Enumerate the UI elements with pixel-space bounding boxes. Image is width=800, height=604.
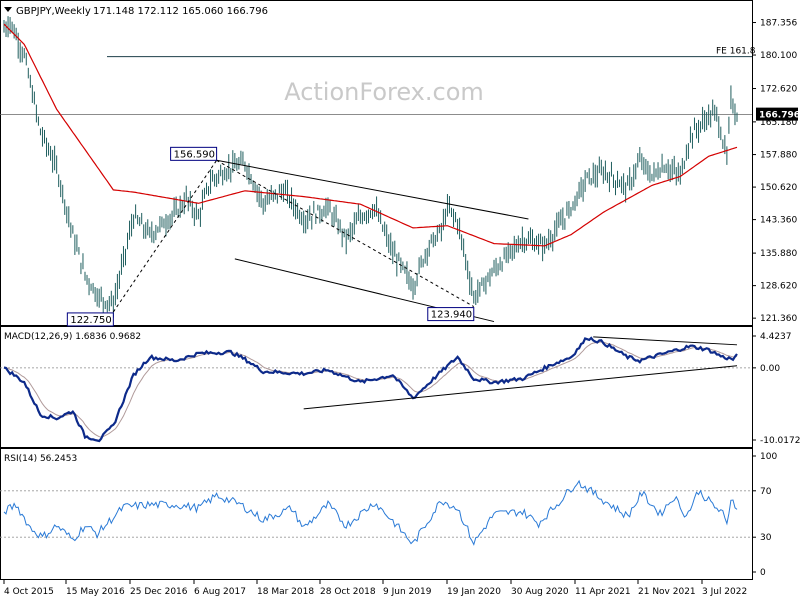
time-tick-label: 28 Oct 2018	[320, 587, 376, 597]
moving-average-line	[3, 23, 738, 247]
rsi-tick-label: 0	[760, 568, 766, 578]
watermark: ActionForex.com	[284, 78, 484, 106]
macd-tick-label: 0.00	[760, 364, 780, 374]
low-label-2016-box	[66, 312, 114, 327]
time-tick-label: 19 Jan 2020	[447, 587, 501, 597]
price-tick-label: 180.100	[760, 51, 797, 61]
rsi-title: RSI(14) 56.2453	[4, 454, 77, 464]
macd-tick-label: -10.0172	[760, 436, 800, 446]
time-axis: 4 Oct 2015 15 May 2016 25 Dec 2016 6 Aug 20…	[3, 580, 747, 597]
dropdown-icon[interactable]	[4, 7, 12, 12]
price-panel-frame	[0, 0, 753, 326]
high-label-box	[170, 146, 218, 161]
macd-lines	[3, 336, 738, 443]
time-tick-label: 9 Jun 2019	[383, 587, 432, 597]
rsi-axis: 100 70 30 0	[0, 452, 777, 578]
low-label-2020-box	[427, 307, 475, 322]
price-tick-label: 157.880	[760, 151, 797, 161]
low-label-2016: 122.750	[70, 315, 111, 326]
trendline	[216, 159, 529, 220]
price-annotations: 156.590 122.750 123.940	[66, 146, 475, 327]
price-tick-label: 135.880	[760, 249, 797, 259]
time-tick-label: 4 Oct 2015	[4, 587, 54, 597]
price-axis: 187.356 180.100 172.620 165.180 157.880 150.6…	[752, 19, 797, 324]
macd-panel: MACD(12,26,9) 1.6836 0.9682 4.4237 0.00 -1…	[0, 332, 800, 446]
rsi-line	[3, 479, 738, 546]
time-tick-label: 30 Aug 2020	[511, 587, 569, 597]
macd-title: MACD(12,26,9) 1.6836 0.9682	[4, 332, 141, 342]
price-reference-lines: FE 161.8 166.796	[0, 47, 800, 121]
current-price-box	[756, 107, 798, 121]
dashed-trendline	[216, 159, 475, 308]
price-tick-label: 165.180	[760, 118, 797, 128]
time-tick-label: 15 May 2016	[66, 587, 125, 597]
low-label-2020: 123.940	[431, 310, 472, 321]
time-tick-label: 18 Mar 2018	[257, 587, 314, 597]
price-tick-label: 143.360	[760, 216, 797, 226]
price-tick-label: 150.620	[760, 183, 797, 193]
current-price-label: 166.796	[759, 111, 800, 121]
macd-panel-frame	[0, 326, 753, 448]
macd-tick-label: 4.4237	[760, 332, 792, 342]
fe-level-label: FE 161.8	[716, 47, 756, 57]
chart-header: GBPJPY,Weekly 171.148 172.112 165.060 16…	[4, 6, 268, 17]
rsi-tick-label: 70	[760, 487, 772, 497]
macd-trendline	[593, 336, 738, 346]
time-tick-label: 11 Apr 2021	[575, 587, 631, 597]
price-tick-label: 128.620	[760, 282, 797, 292]
time-tick-label: 25 Dec 2016	[130, 587, 188, 597]
high-label: 156.590	[174, 149, 215, 160]
rsi-tick-label: 100	[760, 452, 777, 462]
price-tick-label: 172.620	[760, 85, 797, 95]
price-tick-label: 187.356	[760, 19, 797, 29]
rsi-panel: RSI(14) 56.2453 100 70 30 0	[0, 452, 777, 578]
rsi-tick-label: 30	[760, 533, 772, 543]
rsi-lines	[3, 479, 738, 546]
ohlc-values: 171.148 172.112 165.060 166.796	[93, 6, 268, 17]
price-panel: 187.356 180.100 172.620 165.180 157.880 150.6…	[0, 16, 800, 327]
macd-axis: 4.4237 0.00 -10.0172	[0, 332, 800, 446]
macd-line	[3, 336, 738, 443]
dashed-trendline	[112, 160, 218, 313]
rsi-panel-frame	[0, 448, 753, 580]
time-tick-label: 21 Nov 2021	[638, 587, 696, 597]
macd-trendline	[303, 365, 738, 410]
moving-average	[3, 23, 738, 247]
price-tick-label: 121.360	[760, 314, 797, 324]
time-tick-label: 3 Jul 2022	[702, 587, 747, 597]
symbol-title: GBPJPY,Weekly	[16, 6, 91, 17]
time-tick-label: 6 Aug 2017	[194, 587, 246, 597]
price-bars	[3, 16, 738, 318]
